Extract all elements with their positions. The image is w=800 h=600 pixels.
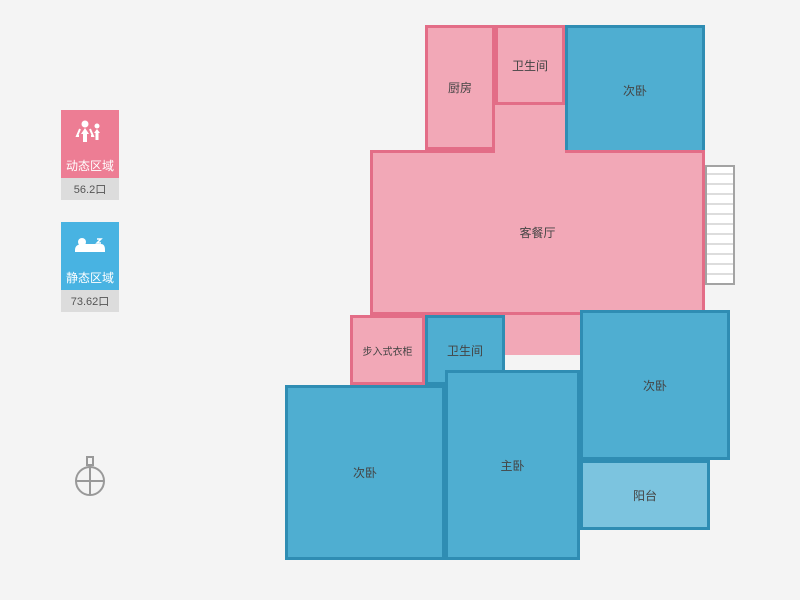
room-label: 步入式衣柜 bbox=[363, 343, 413, 358]
legend-static: 静态区域 73.62口 bbox=[55, 222, 125, 312]
room-bedroom-sec-1: 次卧 bbox=[565, 25, 705, 155]
legend-static-label: 静态区域 bbox=[61, 266, 119, 290]
room-label: 次卧 bbox=[353, 464, 377, 481]
room-label: 次卧 bbox=[623, 82, 647, 99]
legend: 动态区域 56.2口 静态区域 73.62口 bbox=[55, 110, 125, 334]
people-icon bbox=[61, 110, 119, 154]
room-walk-in-closet: 步入式衣柜 bbox=[350, 315, 425, 385]
room-living-dining: 客餐厅 bbox=[370, 150, 705, 315]
room-balcony: 阳台 bbox=[580, 460, 710, 530]
side-balcony bbox=[705, 165, 735, 285]
room-label: 次卧 bbox=[643, 377, 667, 394]
room-label: 卫生间 bbox=[512, 57, 548, 74]
room-bedroom-sec-3: 次卧 bbox=[285, 385, 445, 560]
legend-dynamic-label: 动态区域 bbox=[61, 154, 119, 178]
room-label: 卫生间 bbox=[447, 342, 483, 359]
legend-static-value: 73.62口 bbox=[61, 290, 119, 312]
legend-dynamic-value: 56.2口 bbox=[61, 178, 119, 200]
sleep-icon bbox=[61, 222, 119, 266]
room-bathroom-1: 卫生间 bbox=[495, 25, 565, 105]
legend-dynamic: 动态区域 56.2口 bbox=[55, 110, 125, 200]
room-bedroom-master: 主卧 bbox=[445, 370, 580, 560]
floorplan: 厨房卫生间次卧客餐厅步入式衣柜卫生间次卧次卧主卧阳台 bbox=[280, 20, 760, 580]
room-label: 主卧 bbox=[500, 457, 524, 474]
room-kitchen: 厨房 bbox=[425, 25, 495, 150]
room-label: 厨房 bbox=[448, 79, 472, 96]
compass-icon bbox=[72, 455, 108, 499]
room-living-dining-under-bath bbox=[495, 105, 565, 155]
room-label: 阳台 bbox=[633, 487, 657, 504]
room-bedroom-sec-2: 次卧 bbox=[580, 310, 730, 460]
room-label: 客餐厅 bbox=[519, 224, 555, 241]
